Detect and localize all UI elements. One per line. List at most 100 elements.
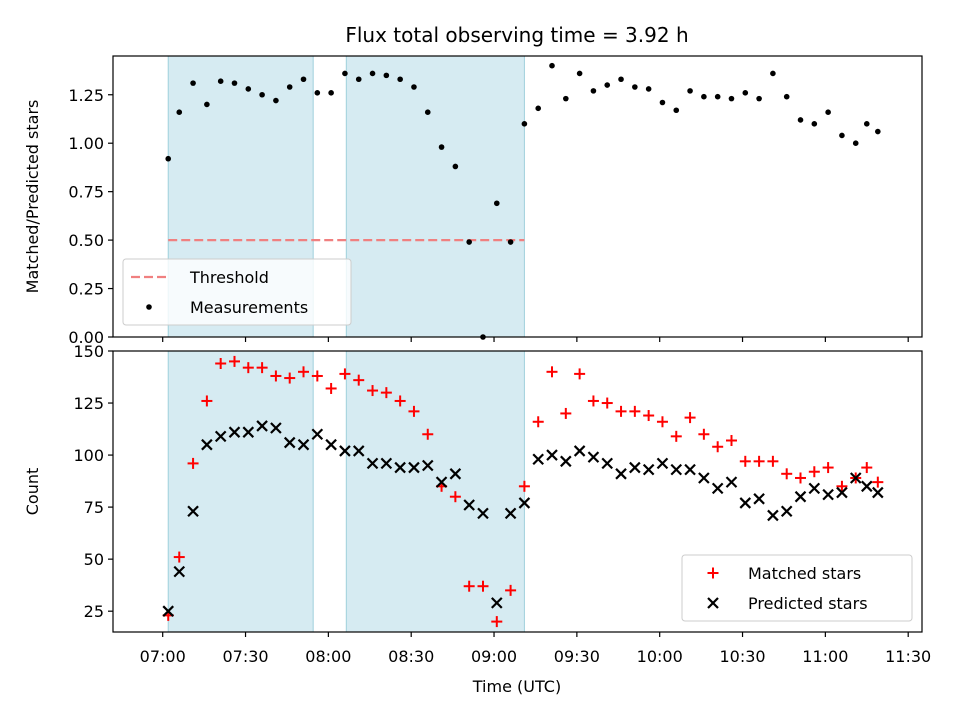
data-point — [767, 509, 779, 522]
data-point — [421, 459, 434, 472]
data-point — [504, 507, 517, 520]
y-tick-label: 75 — [84, 498, 104, 517]
legend-predicted-label: Predicted stars — [748, 594, 868, 613]
data-point — [629, 405, 641, 417]
data-point — [270, 422, 282, 434]
y-tick-label: 0.00 — [68, 328, 104, 347]
data-point — [311, 428, 324, 441]
data-point — [228, 426, 241, 438]
data-point — [298, 366, 310, 378]
data-point — [560, 455, 572, 468]
observing-interval-1 — [167, 350, 314, 633]
data-point — [493, 200, 500, 207]
data-point — [297, 438, 310, 451]
data-point — [518, 497, 531, 509]
data-point — [753, 455, 765, 467]
data-point — [214, 430, 227, 443]
data-point — [532, 416, 544, 428]
x-tick-label: 07:00 — [140, 647, 186, 666]
observing-intervals-bottom — [167, 350, 525, 633]
legend-matched-swatch — [707, 567, 719, 579]
data-point — [535, 105, 542, 112]
data-point — [242, 362, 254, 374]
data-point — [629, 461, 641, 474]
data-point — [466, 239, 472, 245]
x-tick-label: 11:30 — [885, 647, 931, 666]
data-point — [314, 90, 321, 96]
data-point — [712, 441, 724, 453]
data-point — [711, 482, 724, 495]
y-tick-label: 0.75 — [68, 183, 104, 202]
data-point — [231, 80, 238, 86]
data-point — [670, 430, 682, 442]
bottom-panel-counts: 25 50 75 100 125 150 07:00 07:30 08:00 08:30 09:00… — [23, 342, 931, 666]
data-point — [701, 93, 707, 100]
data-point — [560, 407, 572, 419]
data-point — [574, 368, 586, 380]
data-point — [397, 76, 403, 83]
data-point — [394, 395, 406, 407]
data-point — [325, 382, 337, 394]
series-predicted-stars — [162, 420, 884, 617]
data-point — [383, 72, 390, 79]
x-tick-label: 08:30 — [388, 647, 434, 666]
y-tick-label: 1.25 — [68, 86, 104, 105]
data-point — [408, 461, 420, 474]
top-legend: Threshold Measurements — [122, 258, 352, 326]
y-tick-label: 25 — [84, 602, 104, 621]
data-point — [369, 70, 376, 77]
data-point — [822, 462, 834, 474]
data-point — [656, 457, 669, 470]
x-tick-label: 10:30 — [719, 647, 765, 666]
data-point — [770, 70, 776, 77]
data-point — [615, 405, 627, 417]
data-point — [325, 438, 337, 451]
data-point — [684, 412, 696, 424]
data-point — [342, 70, 348, 77]
data-point — [808, 466, 820, 478]
data-point — [590, 88, 597, 94]
data-point — [783, 93, 790, 100]
data-point — [587, 395, 599, 407]
data-point — [353, 374, 365, 386]
data-point — [839, 132, 845, 139]
legend-matched-label: Matched stars — [748, 564, 861, 583]
data-point — [438, 144, 445, 150]
data-point — [173, 565, 186, 578]
data-point — [618, 76, 624, 83]
data-point — [201, 395, 213, 407]
data-point — [642, 463, 655, 476]
x-tick-label: 07:30 — [222, 647, 268, 666]
data-point — [532, 453, 544, 466]
data-point — [797, 117, 804, 123]
x-tick-label: 09:00 — [471, 647, 517, 666]
data-point — [521, 121, 528, 127]
data-point — [217, 78, 224, 84]
data-point — [670, 463, 683, 476]
data-point — [739, 497, 752, 509]
data-point — [849, 472, 862, 484]
data-point — [518, 480, 530, 492]
data-point — [411, 84, 417, 90]
data-point — [822, 488, 834, 501]
data-point — [477, 580, 489, 592]
data-point — [698, 472, 710, 484]
data-point — [435, 476, 448, 488]
data-point — [604, 82, 611, 88]
data-point — [546, 366, 558, 378]
data-point — [808, 482, 821, 495]
data-point — [270, 370, 282, 382]
series-measurements — [165, 62, 881, 340]
data-point — [872, 476, 884, 488]
data-point — [615, 468, 627, 480]
data-point — [352, 445, 365, 457]
plot-frame — [112, 350, 923, 633]
data-point — [355, 76, 362, 83]
data-point — [795, 472, 807, 484]
y-tick-label: 0.50 — [68, 231, 104, 250]
data-point — [836, 480, 848, 492]
data-point — [587, 451, 600, 463]
legend-threshold-label: Threshold — [189, 268, 269, 287]
data-point — [753, 493, 765, 505]
